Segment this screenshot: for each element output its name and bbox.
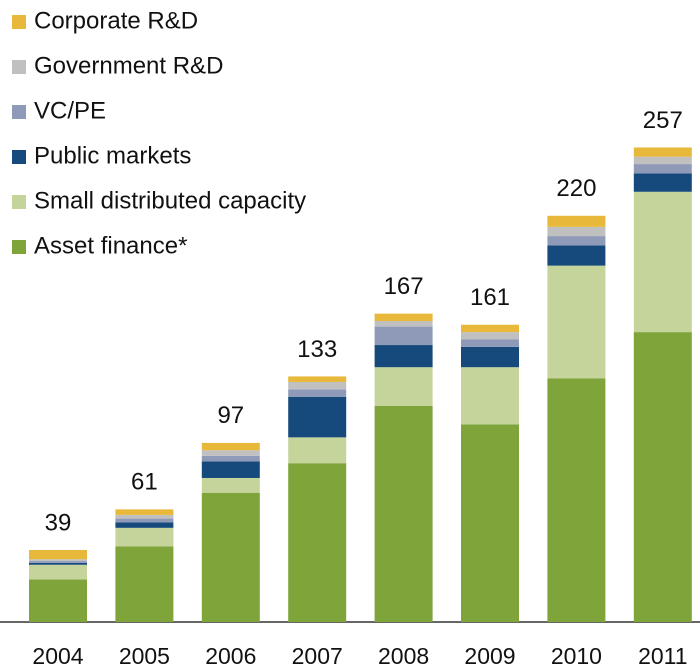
bar-segment bbox=[115, 527, 174, 547]
legend-swatch bbox=[12, 240, 26, 254]
legend-swatch bbox=[12, 195, 26, 209]
legend-label: Corporate R&D bbox=[34, 7, 198, 34]
bar-segment bbox=[461, 332, 519, 340]
legend-label: Asset finance* bbox=[34, 232, 187, 259]
bar-segment bbox=[547, 378, 606, 622]
legend-swatch bbox=[12, 15, 26, 29]
bar-segment bbox=[633, 332, 692, 622]
bar-segment bbox=[461, 346, 519, 368]
bar-segment bbox=[29, 561, 87, 563]
bar-segment bbox=[201, 455, 260, 462]
x-tick-label: 2006 bbox=[205, 643, 256, 669]
bar-segment bbox=[29, 579, 87, 622]
bar-segment bbox=[374, 313, 433, 322]
legend-label: Government R&D bbox=[34, 52, 223, 79]
x-tick-label: 2005 bbox=[119, 643, 170, 669]
total-label: 61 bbox=[131, 469, 158, 496]
bar-segment bbox=[201, 477, 260, 493]
bar-segment bbox=[547, 245, 606, 266]
legend-label: Public markets bbox=[34, 142, 191, 169]
bar-segment bbox=[201, 450, 260, 456]
x-tick-label: 2007 bbox=[292, 643, 343, 669]
bar-segment bbox=[633, 147, 692, 157]
x-tick-label: 2010 bbox=[551, 643, 602, 669]
bar-segment bbox=[201, 442, 260, 451]
bar-segment bbox=[633, 191, 692, 333]
bar-segment bbox=[633, 164, 692, 174]
bar-segment bbox=[374, 405, 433, 622]
bar-segment bbox=[374, 321, 433, 327]
total-label: 257 bbox=[643, 107, 683, 134]
bar-segment bbox=[374, 367, 433, 406]
bar-segment bbox=[29, 564, 87, 580]
bar-segment bbox=[288, 389, 347, 397]
legend-swatch bbox=[12, 105, 26, 119]
bar-segment bbox=[29, 562, 87, 565]
bar-segment bbox=[29, 549, 87, 560]
bar-segment bbox=[633, 156, 692, 165]
bar-segment bbox=[288, 376, 347, 382]
bar-segment bbox=[547, 236, 606, 246]
bar-segment bbox=[633, 173, 692, 192]
legend-label: VC/PE bbox=[34, 97, 106, 124]
total-label: 39 bbox=[45, 509, 72, 536]
total-label: 167 bbox=[384, 273, 424, 300]
x-tick-label: 2004 bbox=[32, 643, 83, 669]
legend-swatch bbox=[12, 60, 26, 74]
total-label: 161 bbox=[470, 284, 510, 311]
bar-segment bbox=[201, 492, 260, 622]
legend-label: Small distributed capacity bbox=[34, 187, 306, 214]
bar-segment bbox=[547, 215, 606, 227]
bar-segment bbox=[547, 265, 606, 379]
bar-segment bbox=[461, 324, 519, 333]
bar-segment bbox=[461, 424, 519, 622]
bar-segment bbox=[201, 461, 260, 478]
total-label: 133 bbox=[297, 336, 337, 363]
bar-segment bbox=[288, 463, 347, 622]
bar-segment bbox=[115, 509, 174, 515]
x-tick-label: 2009 bbox=[464, 643, 515, 669]
bar-segment bbox=[288, 396, 347, 438]
bar-segment bbox=[115, 514, 174, 519]
bar-segment bbox=[115, 518, 174, 523]
total-label: 97 bbox=[217, 402, 244, 429]
bar-segment bbox=[374, 326, 433, 346]
bar-segment bbox=[29, 559, 87, 562]
total-label: 220 bbox=[556, 175, 596, 202]
bar-segment bbox=[374, 345, 433, 368]
x-tick-label: 2011 bbox=[638, 643, 687, 669]
bar-segment bbox=[115, 546, 174, 622]
bar-segment bbox=[288, 381, 347, 390]
bar-segment bbox=[547, 226, 606, 237]
legend-swatch bbox=[12, 150, 26, 164]
x-tick-label: 2008 bbox=[378, 643, 429, 669]
bar-segment bbox=[461, 339, 519, 347]
bar-segment bbox=[461, 367, 519, 425]
bar-segment bbox=[288, 437, 347, 464]
bar-segment bbox=[115, 522, 174, 528]
